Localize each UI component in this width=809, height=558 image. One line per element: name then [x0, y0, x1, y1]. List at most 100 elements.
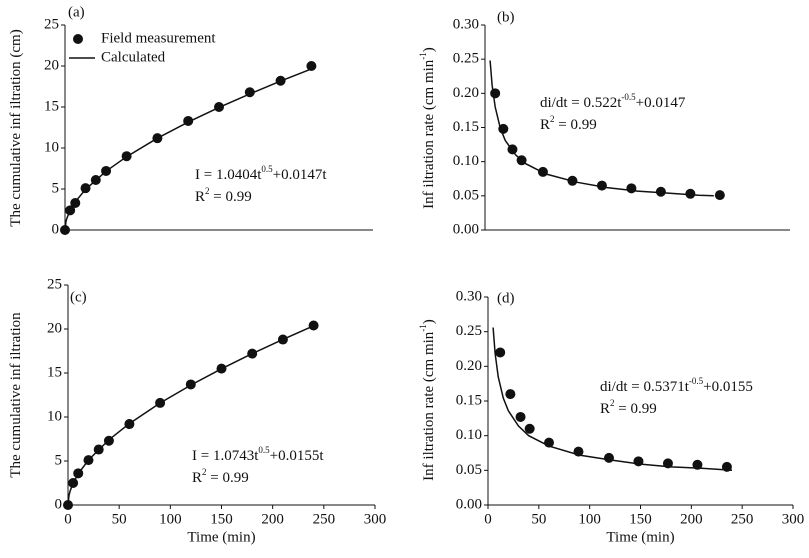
- text-part: ): [421, 47, 437, 52]
- y-tick-label: 0.15: [456, 392, 482, 408]
- y-tick-label: 0.10: [456, 427, 482, 443]
- x-tick-label: 200: [680, 511, 703, 527]
- x-tick-label: 100: [159, 511, 182, 527]
- superscript: 2: [610, 398, 615, 408]
- superscript: 2: [205, 186, 210, 196]
- text-part: I = 1.0743t: [192, 448, 259, 464]
- y-tick-label: 20: [47, 320, 62, 336]
- data-point: [515, 411, 526, 422]
- y-tick-label: 0.20: [456, 358, 482, 374]
- annotation: di/dt = 0.522t-0.5​+0.0147: [540, 92, 686, 111]
- x-axis-label: Time (min): [187, 529, 255, 545]
- text-part: = 0.99: [207, 470, 249, 486]
- x-tick-label: 150: [629, 511, 652, 527]
- y-tick-label: 10: [44, 139, 59, 155]
- calculated-line: [492, 327, 733, 472]
- x-tick-label: 0: [484, 511, 492, 527]
- y-tick-label: 0: [55, 496, 63, 512]
- x-tick-label: 250: [313, 511, 336, 527]
- x-tick-label: 300: [364, 511, 387, 527]
- y-tick-label: 5: [52, 180, 60, 196]
- y-axis-label: Inf iltration rate (cm min-1​): [418, 47, 437, 209]
- x-tick-label: 250: [731, 511, 754, 527]
- x-tick-label: 0: [64, 511, 72, 527]
- y-tick-label: 15: [44, 98, 59, 114]
- text-part: Inf iltration rate (cm min: [421, 59, 437, 209]
- text-part: +0.0155t: [270, 448, 325, 464]
- y-tick-label: 25: [47, 276, 62, 292]
- text-part: +0.0155: [703, 379, 753, 395]
- text-part: The cumulative inf iltration (cm): [8, 29, 24, 226]
- y-tick-label: 0.10: [453, 153, 479, 169]
- y-tick-label: 25: [44, 16, 59, 32]
- data-point: [626, 183, 637, 194]
- calculated-line: [64, 68, 312, 231]
- data-point: [685, 188, 696, 199]
- annotation: R2​ = 0.99: [540, 114, 597, 133]
- superscript: -1: [418, 52, 428, 60]
- superscript: -0.5: [689, 376, 704, 386]
- calculated-line: [67, 325, 314, 506]
- data-point: [308, 320, 319, 331]
- legend-label: Calculated: [101, 49, 166, 65]
- data-point: [80, 183, 91, 194]
- text-part: ): [421, 319, 437, 324]
- text-part: I = 1.0404t: [195, 167, 262, 183]
- text-part: R: [540, 117, 550, 133]
- y-tick-label: 0.25: [453, 51, 479, 67]
- text-part: R: [195, 189, 205, 205]
- text-part: +0.0147: [636, 95, 686, 111]
- superscript: 0.5: [261, 164, 273, 174]
- text-part: +0.0147t: [273, 167, 328, 183]
- annotation: I = 1.0743t0.5​+0.0155t: [192, 445, 324, 464]
- text-part: R: [600, 401, 610, 417]
- panel-label: (c): [70, 289, 87, 305]
- superscript: -0.5: [621, 92, 636, 102]
- superscript: 2: [202, 467, 207, 477]
- data-point: [655, 186, 666, 197]
- x-tick-label: 200: [261, 511, 284, 527]
- text-part: = 0.99: [210, 189, 252, 205]
- y-tick-label: 15: [47, 364, 62, 380]
- data-point: [306, 61, 317, 71]
- superscript: 0.5: [258, 445, 270, 455]
- annotation: I = 1.0404t0.5​+0.0147t: [195, 164, 327, 183]
- x-tick-label: 50: [112, 511, 127, 527]
- data-point: [490, 88, 501, 99]
- annotation: R2​ = 0.99: [600, 398, 657, 417]
- calculated-line: [489, 60, 714, 197]
- x-tick-label: 50: [531, 511, 546, 527]
- text-part: di/dt = 0.522t: [540, 95, 622, 111]
- legend-marker: [73, 34, 83, 44]
- panel-label: (a): [68, 4, 85, 20]
- y-tick-label: 0.05: [456, 462, 482, 478]
- y-tick-label: 10: [47, 408, 62, 424]
- annotation: di/dt = 0.5371t-0.5​+0.0155: [600, 376, 753, 395]
- text-part: Inf iltration rate (cm min: [421, 331, 437, 481]
- panel-label: (b): [497, 9, 515, 25]
- y-tick-label: 0.15: [453, 119, 479, 135]
- y-tick-label: 0.00: [453, 221, 479, 237]
- y-axis-label: Inf iltration rate (cm min-1​): [418, 319, 437, 481]
- superscript: -1: [418, 324, 428, 332]
- text-part: di/dt = 0.5371t: [600, 379, 690, 395]
- text-part: The cumulative inf iltration: [8, 312, 24, 478]
- annotation: R2​ = 0.99: [192, 467, 249, 486]
- y-tick-label: 20: [44, 57, 59, 73]
- x-tick-label: 150: [210, 511, 233, 527]
- text-part: = 0.99: [615, 401, 657, 417]
- data-point: [505, 389, 516, 400]
- data-point: [524, 423, 535, 434]
- x-tick-label: 100: [578, 511, 601, 527]
- annotation: R2​ = 0.99: [195, 186, 252, 205]
- y-axis-label: The cumulative inf iltration (cm): [8, 29, 24, 226]
- text-part: R: [192, 470, 202, 486]
- y-tick-label: 0.20: [453, 85, 479, 101]
- y-tick-label: 0: [52, 221, 60, 237]
- x-axis-label: Time (min): [606, 529, 674, 545]
- y-tick-label: 0.25: [456, 323, 482, 339]
- y-tick-label: 0.30: [453, 16, 479, 32]
- y-tick-label: 0.00: [456, 496, 482, 512]
- x-tick-label: 300: [782, 511, 805, 527]
